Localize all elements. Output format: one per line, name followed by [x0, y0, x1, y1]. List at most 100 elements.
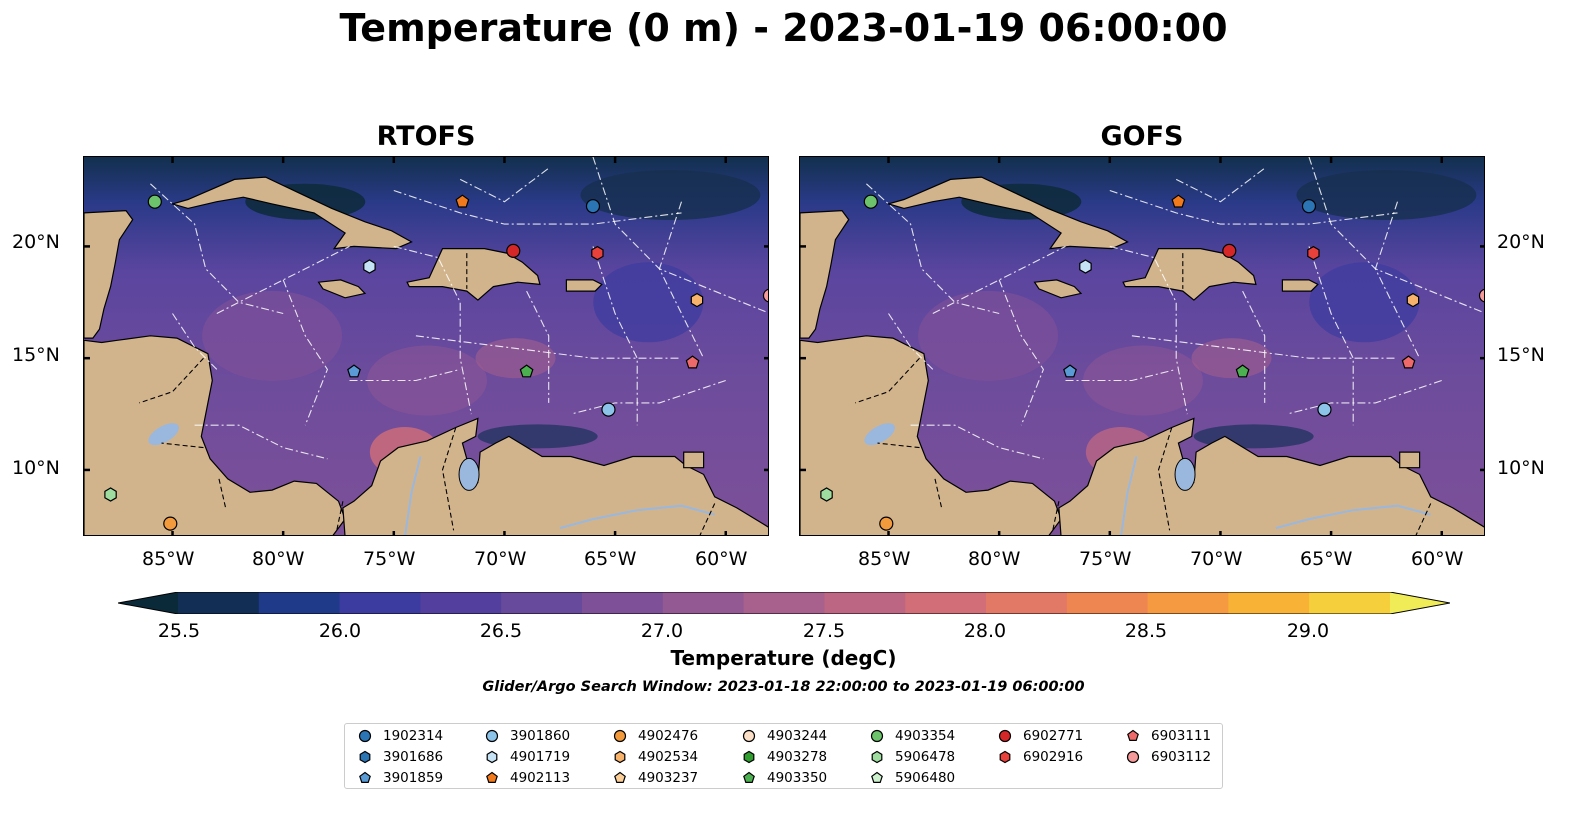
country-border — [218, 478, 227, 509]
legend-label: 6903112 — [1151, 749, 1212, 765]
panel-title-rtofs: RTOFS — [376, 121, 476, 152]
legend-item: 4903237 — [612, 769, 698, 787]
eez-boundary — [349, 368, 461, 382]
colorbar-bin — [905, 592, 987, 614]
colorbar-bin — [258, 592, 341, 614]
legend-label: 4903278 — [767, 749, 828, 765]
legend-label: 6903111 — [1151, 728, 1212, 744]
legend-item: 4902534 — [612, 748, 698, 766]
lake-maracaibo — [458, 457, 480, 491]
float-marker-4902534 — [690, 292, 704, 308]
temperature-anomaly-patch — [475, 338, 556, 379]
legend-item: 5906478 — [869, 748, 955, 766]
lon-tick-label: 70°W — [1190, 548, 1243, 570]
legend-item: 4903354 — [869, 727, 955, 745]
colorbar-tick-label: 26.5 — [479, 620, 523, 642]
country-border — [1051, 501, 1060, 533]
lon-tick-label: 65°W — [1300, 548, 1353, 570]
lon-tick-label: 75°W — [363, 548, 416, 570]
land-yucatan — [84, 209, 134, 339]
lon-tick-label: 75°W — [1079, 548, 1132, 570]
legend-marker-icon — [743, 771, 755, 783]
colorbar-tick-label: 28.0 — [963, 620, 1007, 642]
float-marker-1902314 — [1301, 199, 1317, 214]
legend-marker-icon — [1126, 750, 1140, 764]
eez-boundary — [393, 189, 682, 225]
legend-item: 3901859 — [357, 769, 443, 787]
legend-item: 6902771 — [997, 727, 1083, 745]
legend-label: 3901686 — [383, 749, 444, 765]
legend-item: 4902113 — [484, 769, 570, 787]
map-panel-rtofs — [83, 156, 769, 536]
float-marker-4903354 — [863, 194, 878, 209]
eez-boundary — [526, 290, 550, 403]
float-legend: 1902314 3901686 3901859 3901860 4901719 49021… — [344, 723, 1223, 789]
temperature-anomaly-patch — [918, 290, 1059, 381]
lat-tick-label: 20°N — [12, 231, 60, 253]
eez-boundary — [1374, 201, 1421, 359]
float-marker-5906478 — [820, 487, 833, 502]
colorbar — [117, 591, 1451, 615]
river — [1353, 504, 1431, 516]
country-border — [335, 501, 344, 533]
country-border — [441, 427, 457, 531]
land-cuba — [886, 176, 1129, 250]
lon-tick-label: 80°W — [252, 548, 305, 570]
legend-marker-icon — [614, 771, 626, 783]
eez-boundary — [216, 245, 350, 314]
float-marker-6902771 — [506, 243, 521, 258]
legend-marker-icon — [742, 729, 756, 743]
float-marker-3901860 — [601, 402, 616, 417]
colorbar-tick-label: 29.0 — [1286, 620, 1330, 642]
panel-title-gofs: GOFS — [1100, 121, 1184, 152]
colorbar-tick-label: 25.5 — [157, 620, 201, 642]
colorbar-bin — [420, 592, 502, 614]
temperature-anomaly-patch — [593, 262, 704, 343]
float-marker-6903112 — [1478, 288, 1484, 303]
float-marker-4903350 — [519, 364, 534, 378]
temperature-anomaly-patch — [367, 345, 487, 416]
colorbar-bin — [662, 592, 745, 614]
eez-boundary — [1286, 379, 1442, 415]
colorbar-bin — [339, 592, 421, 614]
legend-marker-icon — [613, 729, 627, 743]
eez-boundary — [1065, 368, 1177, 382]
lon-tick-label: 80°W — [968, 548, 1021, 570]
lake-maracaibo — [1174, 457, 1196, 491]
river — [1275, 509, 1354, 530]
eez-boundary — [1308, 157, 1484, 314]
colorbar-tick-label: 27.5 — [802, 620, 846, 642]
legend-marker-icon — [485, 729, 499, 743]
eez-boundary — [910, 424, 1044, 460]
lake-nicaragua — [864, 423, 895, 446]
colorbar-bin — [743, 592, 825, 614]
float-marker-3901859 — [347, 364, 361, 378]
lake-nicaragua — [148, 423, 179, 446]
colorbar-bin — [986, 592, 1068, 614]
legend-item: 6902916 — [997, 748, 1083, 766]
legend-item: 3901860 — [484, 727, 570, 745]
legend-item: 6903112 — [1125, 748, 1211, 766]
eez-boundary — [1175, 167, 1266, 203]
eez-boundary — [866, 183, 1000, 315]
legend-marker-icon — [359, 771, 371, 783]
land-yucatan — [800, 209, 850, 339]
legend-marker-icon — [614, 750, 626, 764]
eez-boundary — [570, 379, 726, 415]
country-border — [877, 442, 920, 449]
land-jamaica — [1033, 279, 1083, 299]
country-border — [1157, 427, 1173, 531]
legend-label: 4903354 — [895, 728, 956, 744]
float-marker-6903112 — [762, 288, 768, 303]
eez-boundary — [150, 183, 284, 315]
float-marker-5906478 — [104, 487, 117, 502]
float-marker-4903350 — [1235, 364, 1250, 378]
country-border — [161, 442, 204, 449]
legend-marker-icon — [999, 750, 1011, 764]
legend-label: 4902534 — [638, 749, 699, 765]
legend-label: 3901859 — [383, 770, 444, 786]
eez-boundary — [658, 201, 705, 359]
colorbar-tick-label: 26.0 — [318, 620, 362, 642]
float-marker-4901719 — [363, 259, 376, 274]
eez-boundary — [1242, 290, 1266, 403]
